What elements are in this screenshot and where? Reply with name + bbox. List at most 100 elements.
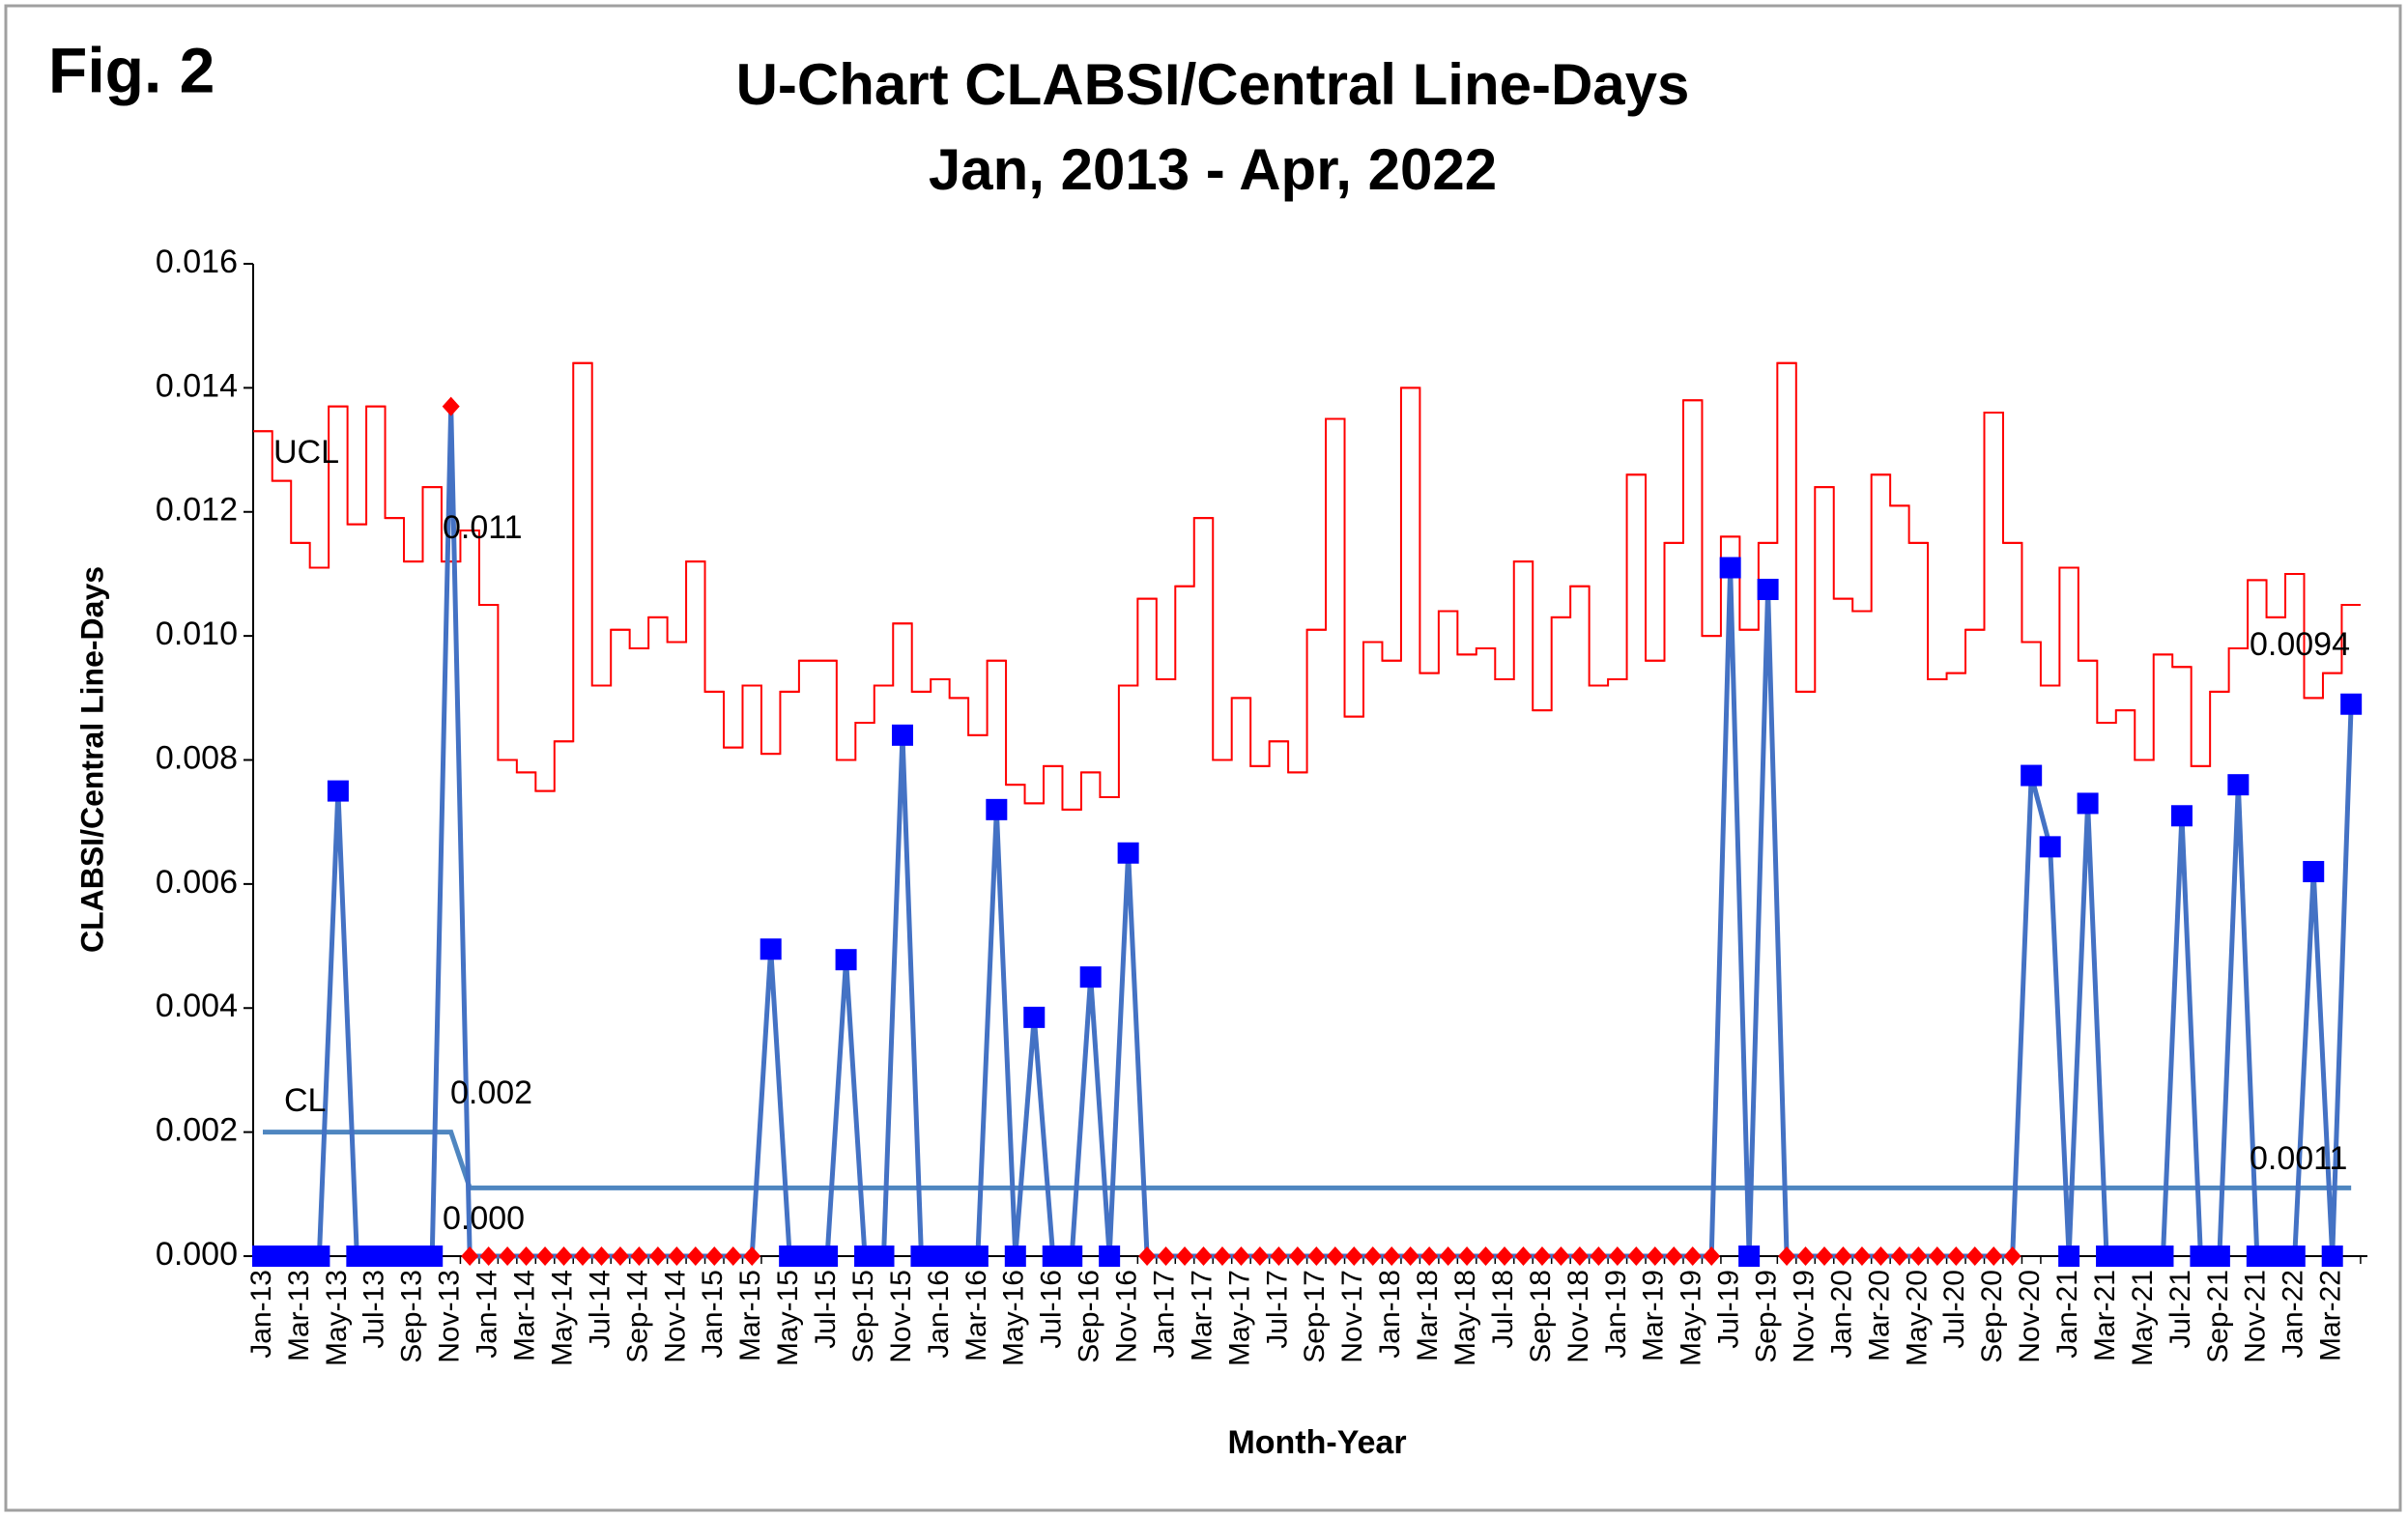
- x-tick-label: May-17: [1223, 1270, 1255, 1366]
- marker: [271, 1246, 293, 1267]
- marker: [611, 1246, 629, 1266]
- x-tick-label: May-15: [772, 1270, 804, 1366]
- marker: [289, 1246, 311, 1267]
- marker: [1533, 1246, 1551, 1266]
- marker: [1985, 1246, 2003, 1266]
- marker: [705, 1246, 724, 1266]
- marker: [2190, 1246, 2212, 1267]
- marker: [327, 780, 349, 802]
- y-tick-label: 0.016: [156, 243, 238, 280]
- marker: [1683, 1246, 1702, 1266]
- u-line: [263, 406, 2354, 1259]
- marker: [499, 1246, 517, 1266]
- marker: [1401, 1246, 1419, 1266]
- cl-line: [263, 1130, 2352, 1190]
- marker: [517, 1246, 535, 1266]
- marker: [1194, 1246, 1213, 1266]
- x-tick-label: Jul-21: [2164, 1270, 2196, 1349]
- marker: [2227, 774, 2250, 796]
- x-tick-label: Jul-19: [1713, 1270, 1745, 1349]
- marker: [1176, 1246, 1194, 1266]
- marker: [760, 938, 782, 960]
- x-tick-label: Mar-17: [1186, 1270, 1218, 1361]
- marker: [854, 1246, 876, 1267]
- x-tick-label: Sep-17: [1299, 1270, 1331, 1363]
- marker: [421, 1246, 444, 1267]
- marker: [2340, 693, 2363, 715]
- marker: [2283, 1246, 2306, 1267]
- marker: [536, 1246, 555, 1266]
- marker: [1816, 1246, 1834, 1266]
- x-tick-label: Jan-19: [1600, 1270, 1632, 1359]
- marker: [2096, 1246, 2118, 1267]
- marker: [2003, 1246, 2021, 1266]
- x-tick-label: Nov-16: [1111, 1270, 1143, 1363]
- x-tick-label: Jan-16: [923, 1270, 955, 1359]
- marker: [873, 1246, 895, 1267]
- marker: [835, 949, 857, 971]
- marker: [891, 724, 913, 746]
- x-tick-label: Sep-21: [2202, 1270, 2234, 1363]
- marker: [1004, 1246, 1026, 1267]
- y-tick-label: 0.008: [156, 739, 238, 776]
- marker: [402, 1246, 424, 1267]
- x-tick-label: Jan-13: [245, 1270, 277, 1359]
- marker: [1326, 1246, 1344, 1266]
- marker: [1552, 1246, 1570, 1266]
- marker: [779, 1246, 801, 1267]
- x-tick-label: Sep-16: [1074, 1270, 1105, 1363]
- marker: [442, 396, 460, 416]
- marker: [910, 1246, 932, 1267]
- marker: [797, 1246, 819, 1267]
- marker: [2134, 1246, 2155, 1267]
- marker: [1079, 966, 1102, 988]
- x-tick-label: Jan-15: [697, 1270, 729, 1359]
- x-tick-label: Nov-14: [659, 1270, 691, 1363]
- x-tick-label: Mar-21: [2089, 1270, 2121, 1361]
- annotation: CL: [284, 1082, 326, 1119]
- x-tick-label: Jan-22: [2278, 1270, 2309, 1359]
- marker: [1872, 1246, 1890, 1266]
- marker: [668, 1246, 686, 1266]
- x-tick-label: Jul-14: [584, 1270, 616, 1349]
- chart-subtitle: Jan, 2013 - Apr, 2022: [929, 137, 1497, 202]
- marker: [1288, 1246, 1306, 1266]
- marker: [648, 1246, 667, 1266]
- marker: [1363, 1246, 1382, 1266]
- marker: [1514, 1246, 1533, 1266]
- marker: [966, 1246, 989, 1267]
- x-tick-label: Mar-18: [1412, 1270, 1444, 1361]
- marker: [1627, 1246, 1646, 1266]
- x-axis-title: Month-Year: [1227, 1424, 1406, 1461]
- marker: [948, 1246, 970, 1267]
- marker: [724, 1246, 742, 1266]
- x-tick-label: Jan-21: [2051, 1270, 2083, 1359]
- x-tick-label: Nov-19: [1788, 1270, 1820, 1363]
- x-tick-label: Mar-14: [509, 1270, 541, 1361]
- marker: [1928, 1246, 1946, 1266]
- y-tick-label: 0.006: [156, 864, 238, 901]
- x-tick-label: Jul-16: [1036, 1270, 1068, 1349]
- y-tick-label: 0.012: [156, 492, 238, 529]
- marker: [743, 1246, 761, 1266]
- y-tick-label: 0.010: [156, 616, 238, 652]
- marker: [308, 1246, 330, 1267]
- x-tick-label: Mar-20: [1863, 1270, 1895, 1361]
- marker: [252, 1246, 273, 1267]
- marker: [1665, 1246, 1683, 1266]
- marker: [2152, 1246, 2174, 1267]
- x-tick-label: Sep-19: [1751, 1270, 1783, 1363]
- marker: [1778, 1246, 1796, 1266]
- x-tick-label: Mar-16: [960, 1270, 992, 1361]
- marker: [1250, 1246, 1269, 1266]
- marker: [1023, 1006, 1046, 1028]
- marker: [346, 1246, 368, 1267]
- marker: [1590, 1246, 1608, 1266]
- marker: [1061, 1246, 1083, 1267]
- x-tick-label: May-20: [1901, 1270, 1933, 1366]
- marker: [1738, 1246, 1761, 1267]
- x-tick-label: Sep-18: [1525, 1270, 1557, 1363]
- annotation: 0.011: [443, 509, 523, 546]
- x-tick-label: Jan-18: [1374, 1270, 1406, 1359]
